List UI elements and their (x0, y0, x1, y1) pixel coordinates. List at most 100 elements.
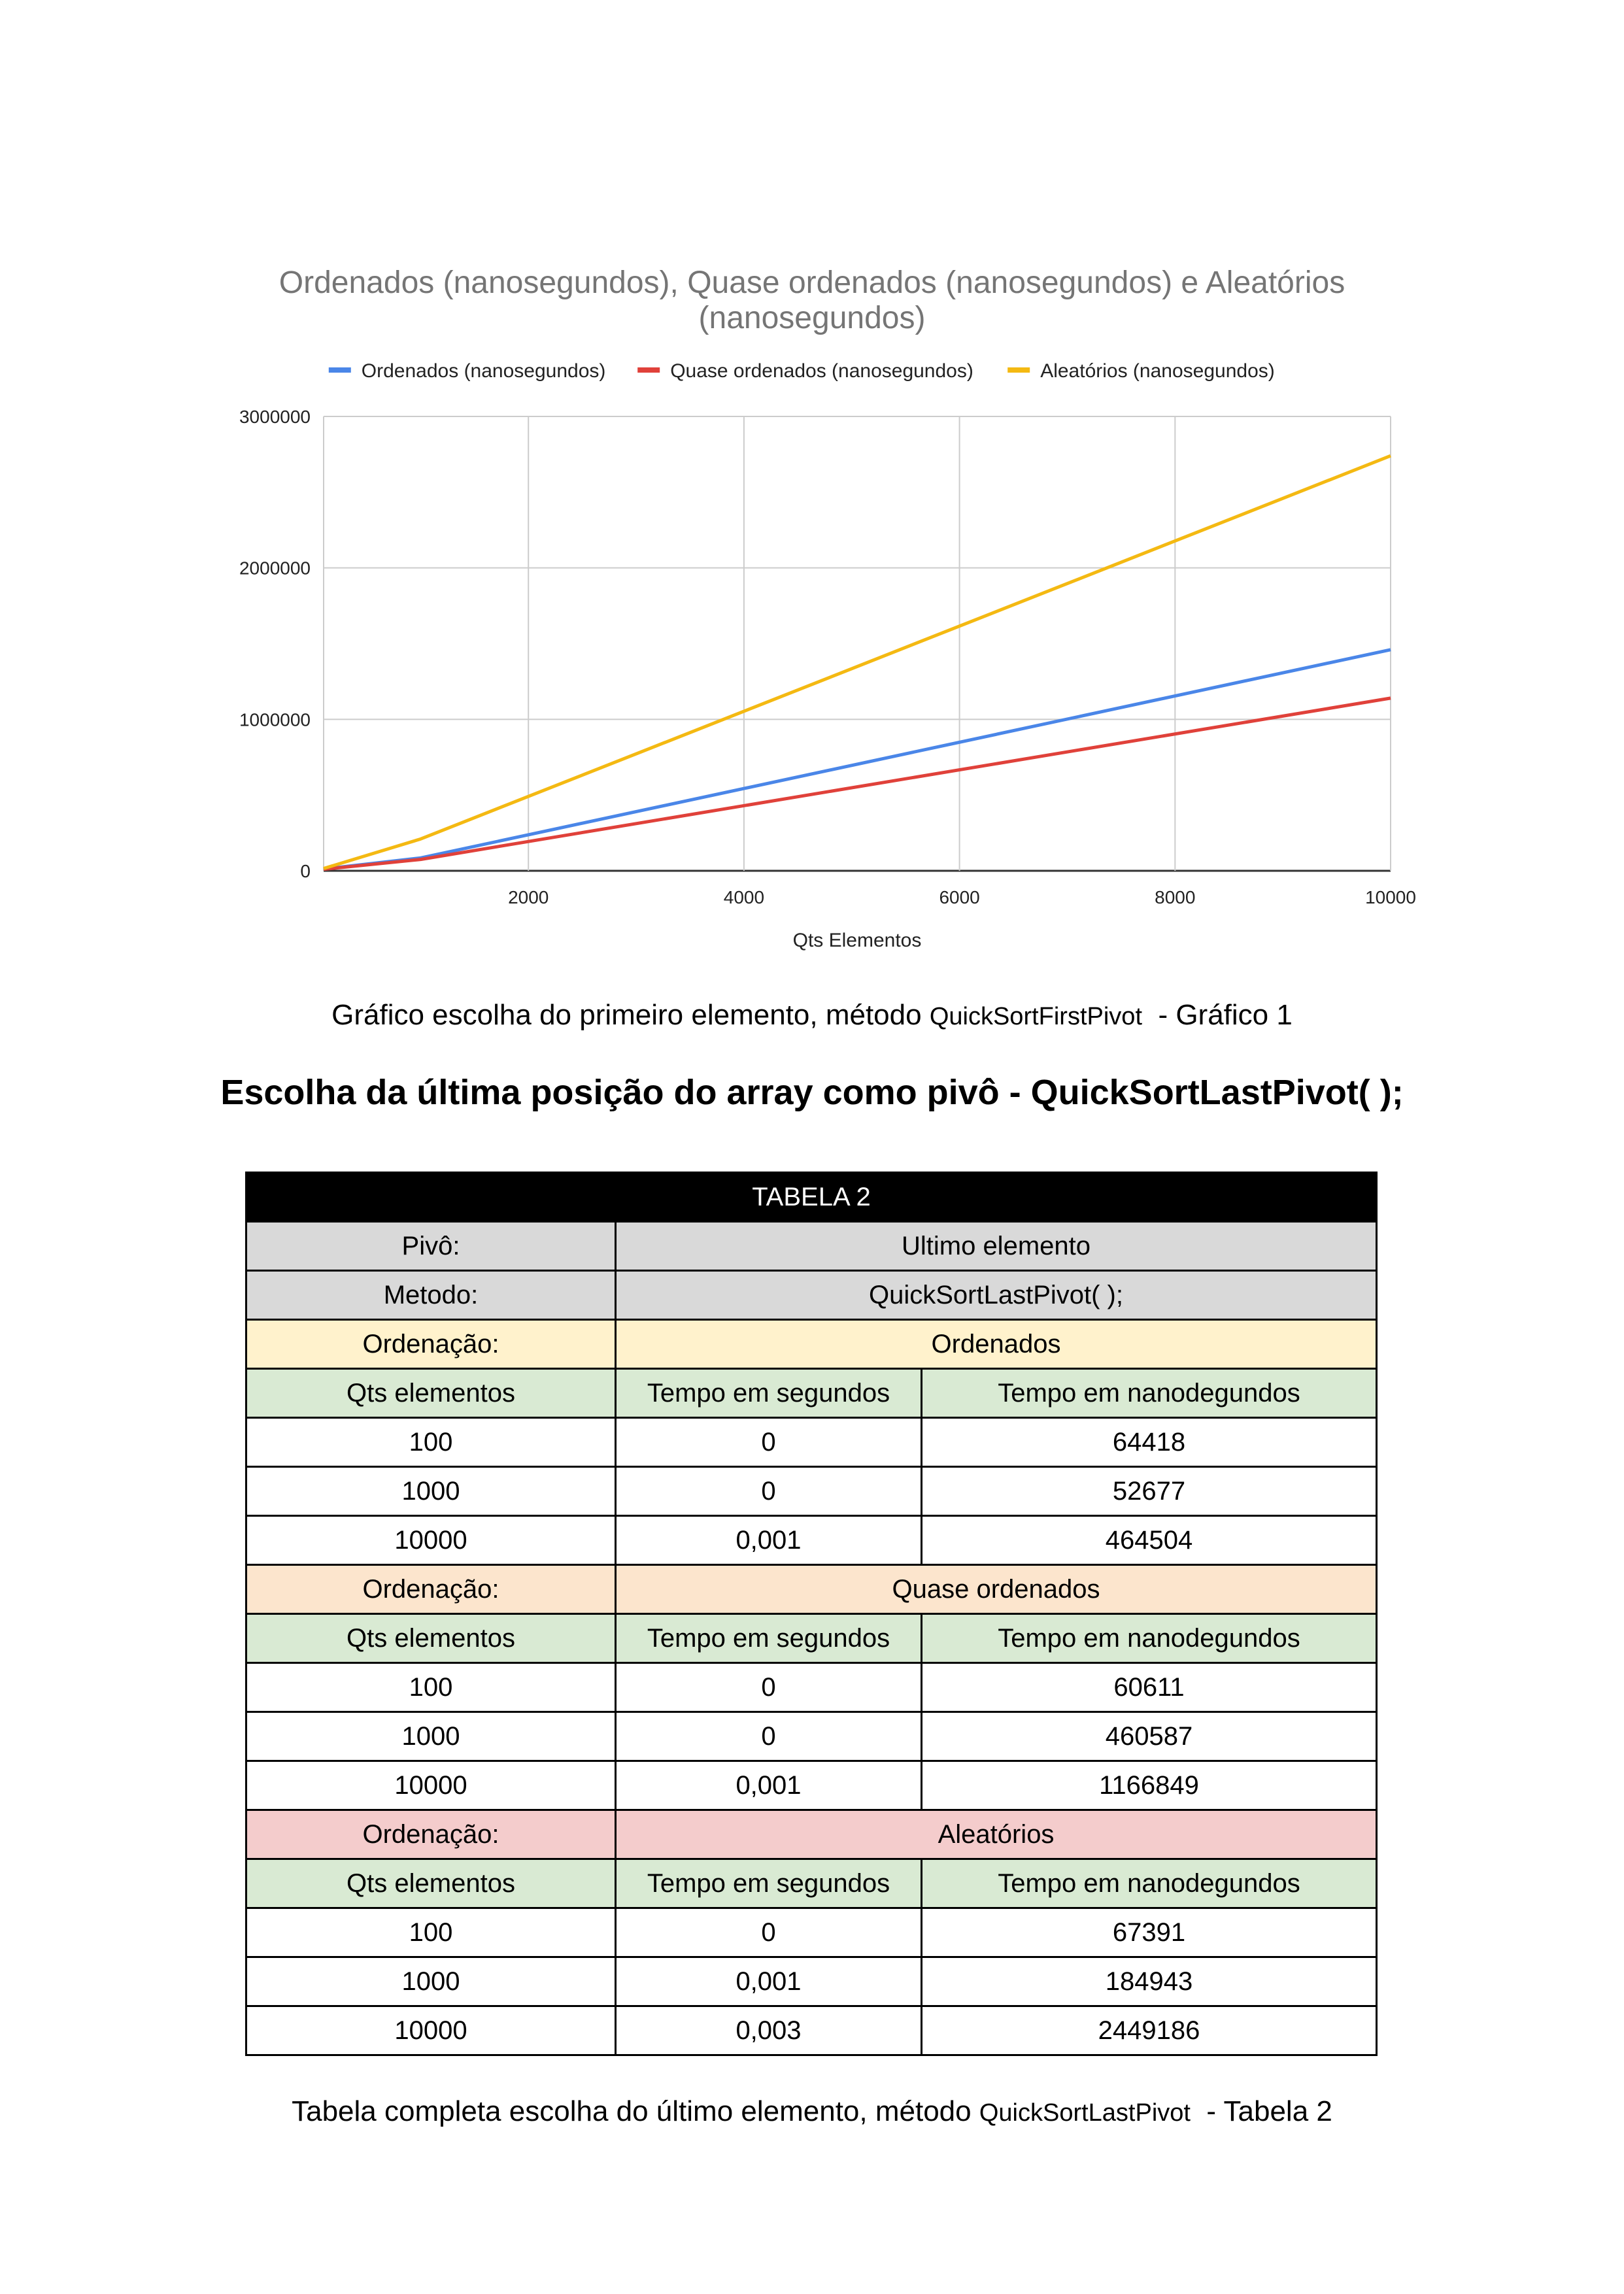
table-cell: 0,003 (615, 2005, 922, 2056)
chart-caption-suffix: - Gráfico 1 (1142, 999, 1293, 1031)
x-tick-label: 10000 (1365, 887, 1416, 907)
series-line-1 (323, 696, 1391, 871)
table-cell: 0,001 (615, 1760, 922, 1811)
x-tick-label: 8000 (1155, 887, 1195, 907)
column-header: Tempo em nanodegundos (921, 1858, 1378, 1909)
table-row: 1000 0 460587 (245, 1711, 1378, 1762)
legend-label: Quase ordenados (nanosegundos) (670, 360, 973, 382)
table-cell: 0 (615, 1417, 922, 1468)
chart-series (323, 454, 1391, 871)
table-cell: 2449186 (921, 2005, 1378, 2056)
series-line-2 (323, 454, 1391, 870)
table-cell: 1000 (245, 1466, 617, 1517)
chart-svg: Ordenados (nanosegundos), Quase ordenado… (239, 265, 1416, 951)
line-chart: Ordenados (nanosegundos), Quase ordenado… (0, 0, 1624, 981)
sort-type-row-ordenados: Ordenação: Ordenados (245, 1319, 1378, 1370)
method-value: QuickSortLastPivot( ); (615, 1270, 1378, 1321)
section-heading: Escolha da última posição do array como … (220, 1073, 1404, 1112)
chart-legend: Ordenados (nanosegundos) Quase ordenados … (328, 360, 1275, 382)
x-tick-label: 6000 (939, 887, 979, 907)
pivot-row: Pivô: Ultimo elemento (245, 1221, 1378, 1272)
table-cell: 67391 (921, 1907, 1378, 1958)
chart-caption-method: QuickSortFirstPivot (929, 1003, 1142, 1030)
table-cell: 100 (245, 1417, 617, 1468)
table-cell: 100 (245, 1907, 617, 1958)
table-cell: 100 (245, 1662, 617, 1713)
column-header-row: Qts elementos Tempo em segundos Tempo em n… (245, 1858, 1378, 1909)
x-tick-label: 4000 (724, 887, 764, 907)
table-cell: 0 (615, 1466, 922, 1517)
column-header-row: Qts elementos Tempo em segundos Tempo em n… (245, 1613, 1378, 1664)
y-tick-label: 1000000 (239, 709, 311, 730)
table-row: 100 0 60611 (245, 1662, 1378, 1713)
table-cell: 0 (615, 1711, 922, 1762)
method-label: Metodo: (245, 1270, 617, 1321)
pivot-value: Ultimo elemento (615, 1221, 1378, 1272)
table-title: TABELA 2 (245, 1172, 1378, 1223)
table-cell: 1000 (245, 1711, 617, 1762)
sort-type-label: Ordenação: (245, 1319, 617, 1370)
x-axis-ticks: 2000 4000 6000 8000 10000 (508, 887, 1416, 907)
table-row: 10000 0,001 464504 (245, 1515, 1378, 1566)
column-header-row: Qts elementos Tempo em segundos Tempo em n… (245, 1368, 1378, 1419)
column-header: Qts elementos (245, 1613, 617, 1664)
column-header: Qts elementos (245, 1368, 617, 1419)
table-row: 10000 0,003 2449186 (245, 2005, 1378, 2056)
table-cell: 1166849 (921, 1760, 1378, 1811)
chart-caption-text: Gráfico escolha do primeiro elemento, mé… (331, 999, 930, 1031)
table-cell: 0,001 (615, 1515, 922, 1566)
table-title-row: TABELA 2 (245, 1172, 1378, 1223)
column-header: Tempo em nanodegundos (921, 1613, 1378, 1664)
series-line-0 (323, 648, 1391, 871)
sort-type-value: Quase ordenados (615, 1564, 1378, 1615)
table-caption-method: QuickSortLastPivot (979, 2099, 1191, 2127)
chart-title-line1: Ordenados (nanosegundos), Quase ordenado… (279, 265, 1345, 300)
table-row: 100 0 64418 (245, 1417, 1378, 1468)
table-cell: 10000 (245, 2005, 617, 2056)
table-cell: 10000 (245, 1760, 617, 1811)
column-header: Qts elementos (245, 1858, 617, 1909)
table-caption: Tabela completa escolha do último elemen… (0, 2095, 1624, 2128)
table-row: 1000 0 52677 (245, 1466, 1378, 1517)
sort-type-value: Ordenados (615, 1319, 1378, 1370)
table-row: 100 0 67391 (245, 1907, 1378, 1958)
column-header: Tempo em nanodegundos (921, 1368, 1378, 1419)
x-tick-label: 2000 (508, 887, 549, 907)
y-axis-ticks: 0 1000000 2000000 3000000 (239, 407, 311, 881)
table-caption-suffix: - Tabela 2 (1190, 2095, 1332, 2127)
table-cell: 460587 (921, 1711, 1378, 1762)
sort-type-row-quase-ordenados: Ordenação: Quase ordenados (245, 1564, 1378, 1615)
table-cell: 0,001 (615, 1956, 922, 2007)
table-cell: 0 (615, 1662, 922, 1713)
chart-title-line2: (nanosegundos) (699, 301, 926, 335)
table-cell: 64418 (921, 1417, 1378, 1468)
table-row: 1000 0,001 184943 (245, 1956, 1378, 2007)
pivot-label: Pivô: (245, 1221, 617, 1272)
table-cell: 1000 (245, 1956, 617, 2007)
table-cell: 52677 (921, 1466, 1378, 1517)
sort-type-row-aleatorios: Ordenação: Aleatórios (245, 1809, 1378, 1860)
results-table: TABELA 2 Pivô: Ultimo elemento Metodo: Q… (245, 1172, 1378, 2056)
y-tick-label: 2000000 (239, 558, 311, 579)
chart-caption: Gráfico escolha do primeiro elemento, mé… (0, 999, 1624, 1032)
column-header: Tempo em segundos (615, 1858, 922, 1909)
chart-gridlines (323, 416, 1391, 872)
legend-label: Aleatórios (nanosegundos) (1040, 360, 1275, 382)
table-cell: 184943 (921, 1956, 1378, 2007)
sort-type-value: Aleatórios (615, 1809, 1378, 1860)
table-row: 10000 0,001 1166849 (245, 1760, 1378, 1811)
y-tick-label: 3000000 (239, 407, 311, 427)
x-axis-label: Qts Elementos (793, 930, 922, 951)
method-row: Metodo: QuickSortLastPivot( ); (245, 1270, 1378, 1321)
column-header: Tempo em segundos (615, 1613, 922, 1664)
sort-type-label: Ordenação: (245, 1809, 617, 1860)
column-header: Tempo em segundos (615, 1368, 922, 1419)
table-cell: 464504 (921, 1515, 1378, 1566)
y-tick-label: 0 (300, 861, 311, 881)
sort-type-label: Ordenação: (245, 1564, 617, 1615)
table-cell: 60611 (921, 1662, 1378, 1713)
table-cell: 10000 (245, 1515, 617, 1566)
table-cell: 0 (615, 1907, 922, 1958)
table-caption-text: Tabela completa escolha do último elemen… (292, 2095, 979, 2127)
legend-label: Ordenados (nanosegundos) (362, 360, 606, 382)
